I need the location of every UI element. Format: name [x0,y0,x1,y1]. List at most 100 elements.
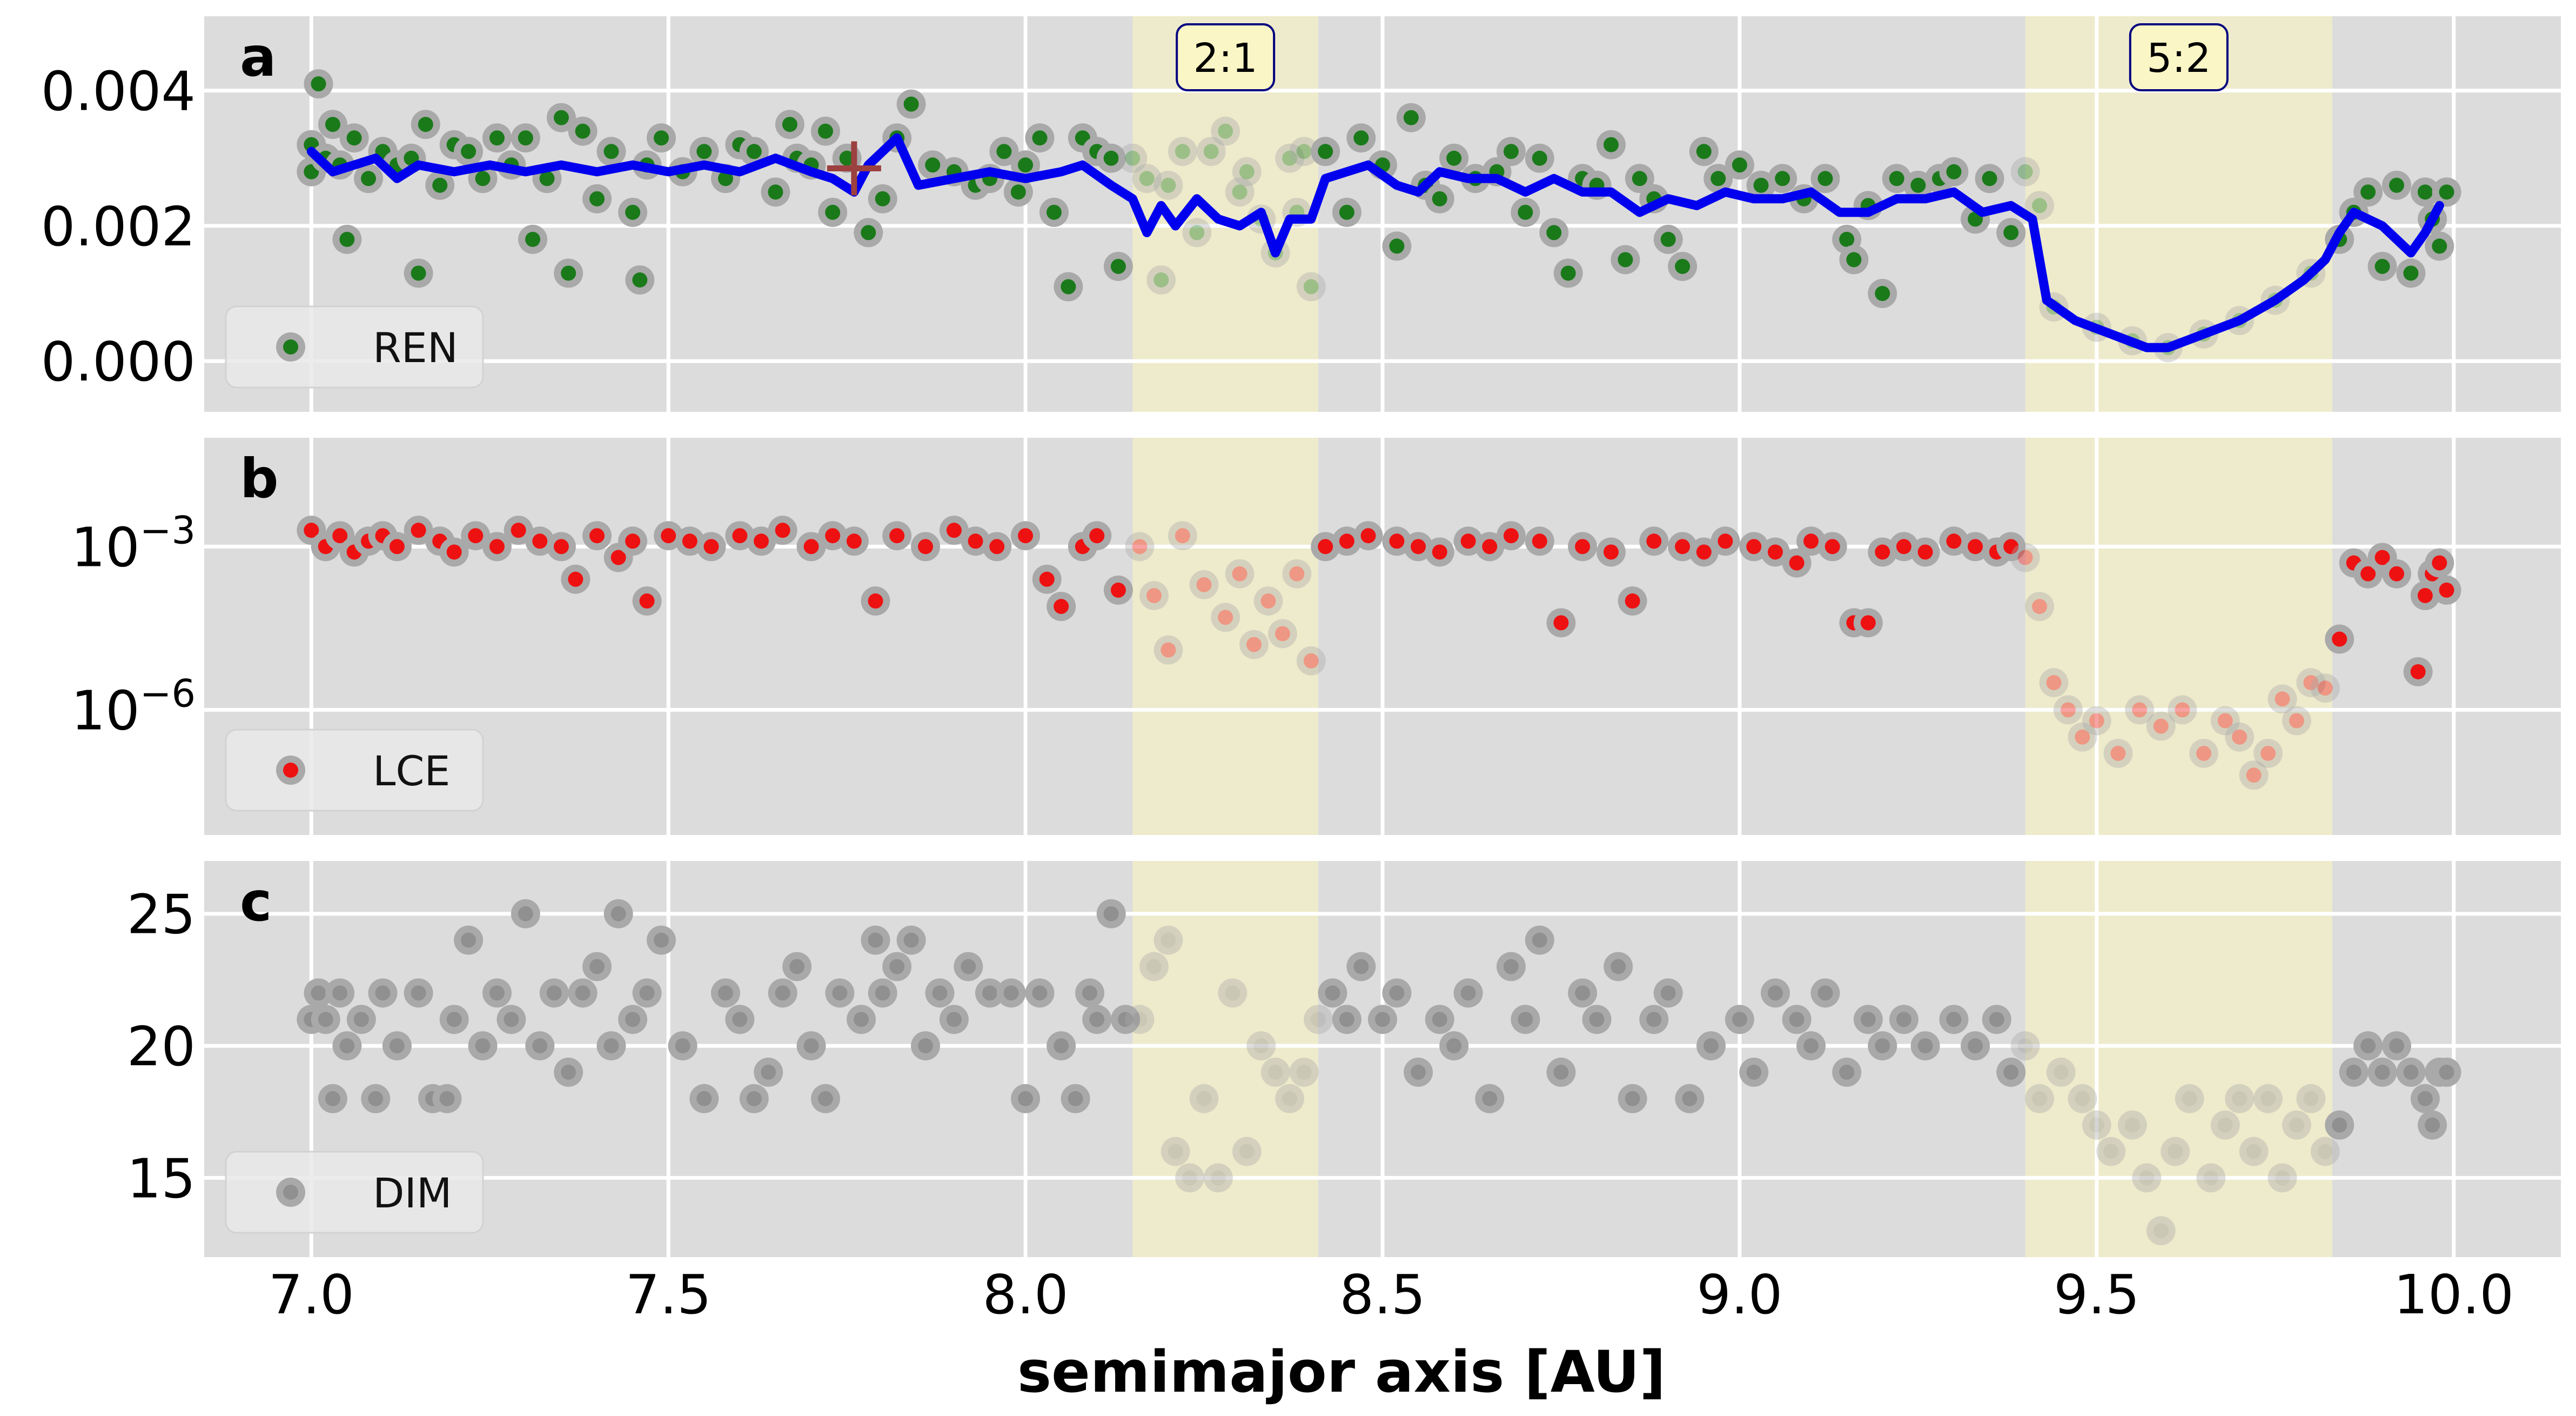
data-point [382,532,412,562]
data-point [754,1057,783,1087]
data-point [2117,1110,2147,1140]
data-point [1196,137,1226,166]
data-point [1232,157,1262,186]
data-point [1382,526,1412,556]
data-point [1082,1005,1112,1034]
data-point [1853,608,1883,638]
x-tick-label: 8.5 [1339,1263,1425,1326]
data-point [1582,1005,1612,1034]
data-point [768,516,797,545]
y-tick-label: 10−6 [71,671,196,742]
data-point [2325,1110,2354,1140]
data-point [2210,706,2240,736]
data-point [1782,1005,1812,1034]
y-tick-label: 15 [127,1147,196,1210]
data-point [2010,1031,2040,1061]
data-point [825,978,855,1008]
panel-b: 10−3 10−6 b LCE [71,438,2561,835]
data-point [1782,548,1812,578]
legend-box [225,1151,484,1234]
panel-c: 15 20 25 c DIM 7.0 7.5 8.0 8.5 9.0 9.5 10.0 [127,861,2561,1326]
data-point [1496,137,1526,166]
data-point [1332,197,1361,227]
data-point [2053,695,2083,725]
median-line [306,133,2444,352]
data-point [1696,1031,1726,1061]
data-point [1304,1005,1333,1034]
data-point [2168,695,2197,725]
data-point [1596,537,1626,567]
data-point [1118,143,1148,173]
data-point [1675,1084,1705,1113]
data-point [1103,575,1133,605]
data-point [2325,624,2354,654]
data-point [1232,1137,1262,1166]
data-point [882,521,912,551]
resonance-label: 5:2 [2146,35,2211,82]
data-point [382,1031,412,1061]
data-point [1996,532,2026,562]
data-point [2146,711,2176,741]
data-point [1475,1084,1505,1113]
data-point [425,170,455,200]
data-point [1146,265,1176,295]
data-point [1275,1084,1305,1113]
data-point [2410,1084,2440,1113]
y-tick-label: 25 [127,883,196,946]
data-point [925,978,955,1008]
data-point [1817,532,1847,562]
data-point [1225,559,1255,589]
data-point [1739,1057,1769,1087]
data-point [2282,706,2311,736]
data-point [2310,673,2340,703]
data-point [482,532,512,562]
data-point [454,925,484,955]
data-point [1139,952,1169,981]
data-point [689,137,719,166]
data-point [1061,1084,1090,1113]
data-point [632,978,662,1008]
data-point [1453,978,1483,1008]
data-point [1046,1031,1076,1061]
data-point [1296,272,1326,302]
data-point [954,952,983,981]
data-point [1525,925,1554,955]
data-point [1939,1005,1969,1034]
data-point [2253,738,2283,768]
data-point [761,177,790,207]
data-point [618,197,648,227]
data-point [582,184,612,213]
data-point [411,110,440,139]
data-point [1653,978,1683,1008]
data-point [1103,251,1133,281]
data-point [2382,1031,2411,1061]
data-point [2268,684,2297,714]
data-point [1618,1084,1647,1113]
data-point [1996,1057,2026,1087]
data-point [1425,1005,1454,1034]
legend-label: LCE [373,747,450,795]
data-point [861,586,890,616]
data-point [1039,197,1069,227]
legend-marker [276,332,305,362]
data-point [2210,1110,2240,1140]
data-point [568,116,598,146]
data-point [1332,1005,1361,1034]
data-point [618,1005,648,1034]
y-tick-label: 20 [127,1015,196,1078]
data-point [2296,668,2326,698]
data-point [996,978,1026,1008]
data-point [1496,521,1526,551]
data-point [632,586,662,616]
data-point [1568,532,1598,562]
legend-marker [276,1178,305,1207]
x-tick-label: 7.5 [626,1263,712,1326]
y-tick-label: 0.004 [41,60,196,123]
data-point [2253,1084,2283,1113]
resonance-band [1132,438,1319,835]
data-point [1703,164,1733,193]
x-tick-label: 9.0 [1696,1263,1782,1326]
data-point [596,1031,626,1061]
data-point [989,137,1019,166]
data-point [1553,258,1583,288]
